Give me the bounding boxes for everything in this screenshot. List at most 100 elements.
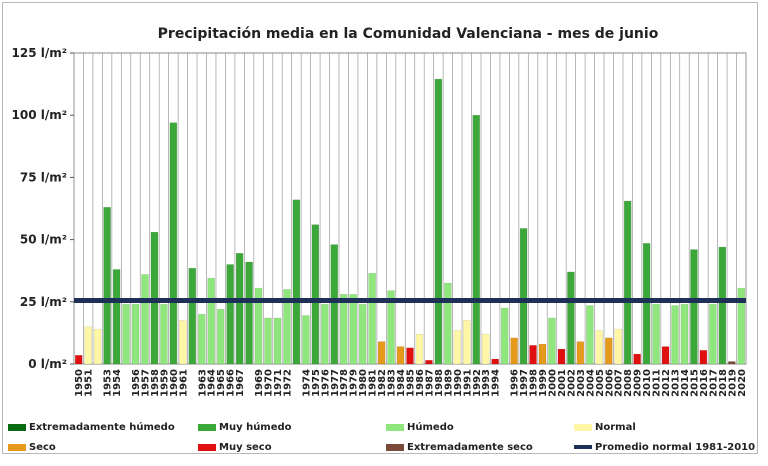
bar-1955 bbox=[122, 304, 130, 365]
x-tick-label: 2006 bbox=[604, 369, 615, 397]
x-tick-label: 1963 bbox=[197, 369, 208, 397]
x-tick-label: 2016 bbox=[699, 369, 710, 397]
bar-1963 bbox=[198, 313, 206, 365]
x-tick-label: 1964 bbox=[207, 369, 218, 397]
bar-1979 bbox=[349, 294, 357, 365]
x-tick-label: 2005 bbox=[595, 369, 606, 397]
x-tick-label: 1985 bbox=[406, 369, 417, 397]
bar-2015 bbox=[690, 249, 698, 365]
bar-1990 bbox=[453, 330, 462, 365]
bar-1989 bbox=[444, 282, 452, 365]
x-tick-label: 1991 bbox=[462, 369, 473, 397]
bar-1978 bbox=[339, 294, 348, 365]
bar-1994 bbox=[491, 358, 499, 365]
legend-swatch bbox=[386, 423, 404, 431]
bar-2005 bbox=[595, 330, 604, 365]
x-tick-label: 2002 bbox=[566, 369, 577, 397]
chart-frame bbox=[2, 2, 758, 454]
bar-1953 bbox=[103, 207, 111, 365]
x-tick-label: 2004 bbox=[585, 369, 596, 397]
x-tick-label: 1959 bbox=[159, 369, 170, 397]
bar-1992 bbox=[472, 114, 481, 365]
x-tick-label: 1994 bbox=[491, 369, 502, 397]
bar-1986 bbox=[415, 333, 424, 365]
legend-swatch bbox=[574, 423, 592, 431]
x-tick-label: 2012 bbox=[661, 369, 672, 397]
legend-item-extremadamente-humedo: Extremadamente húmedo bbox=[8, 420, 175, 434]
legend-item-promedio: Promedio normal 1981-2010 bbox=[574, 440, 755, 454]
x-tick-label: 1957 bbox=[140, 369, 151, 397]
legend-label: Normal bbox=[595, 421, 636, 433]
x-tick-label: 1998 bbox=[529, 369, 540, 397]
legend-swatch bbox=[198, 443, 216, 451]
x-tick-label: 1993 bbox=[481, 369, 492, 397]
bar-2019 bbox=[728, 361, 736, 365]
bar-1977 bbox=[330, 244, 339, 365]
bar-2016 bbox=[699, 350, 708, 365]
bar-1951 bbox=[84, 326, 92, 365]
x-tick-label: 1974 bbox=[301, 369, 312, 397]
y-tick-label: 100 l/m² bbox=[12, 108, 67, 122]
bar-2020 bbox=[737, 287, 746, 365]
bar-1995 bbox=[500, 307, 509, 365]
x-tick-label: 1972 bbox=[282, 369, 293, 397]
chart-title: Precipitación media en la Comunidad Vale… bbox=[158, 26, 659, 42]
bar-1950 bbox=[74, 355, 83, 365]
bar-1966 bbox=[226, 264, 234, 365]
x-tick-label: 2014 bbox=[680, 369, 691, 397]
bar-2008 bbox=[623, 200, 632, 365]
x-tick-label: 2007 bbox=[614, 369, 625, 397]
x-tick-label: 1950 bbox=[74, 369, 85, 397]
x-tick-label: 1990 bbox=[453, 369, 464, 397]
bar-2000 bbox=[548, 317, 556, 365]
bar-1959 bbox=[160, 304, 168, 365]
bar-1985 bbox=[406, 347, 414, 365]
x-tick-label: 1989 bbox=[443, 369, 454, 397]
y-tick-label: 50 l/m² bbox=[20, 233, 67, 247]
bar-2017 bbox=[709, 304, 717, 365]
legend-item-muy-humedo: Muy húmedo bbox=[198, 420, 292, 434]
bar-2006 bbox=[605, 337, 613, 365]
bar-1975 bbox=[311, 224, 320, 365]
bar-1998 bbox=[529, 345, 537, 365]
x-tick-label: 2013 bbox=[671, 369, 682, 397]
x-tick-label: 1967 bbox=[235, 369, 246, 397]
bar-1964 bbox=[207, 277, 215, 365]
y-tick-label: 75 l/m² bbox=[20, 170, 67, 184]
bar-2004 bbox=[586, 305, 594, 365]
bar-1980 bbox=[358, 304, 367, 365]
x-tick-label: 2011 bbox=[652, 369, 663, 397]
plot-background bbox=[73, 52, 747, 365]
x-tick-label: 2018 bbox=[718, 369, 729, 397]
legend-swatch bbox=[386, 443, 404, 451]
legend-item-extremadamente-seco: Extremadamente seco bbox=[386, 440, 533, 454]
legend-label: Extremadamente seco bbox=[407, 441, 533, 453]
x-tick-label: 2010 bbox=[642, 369, 653, 397]
x-tick-label: 2019 bbox=[727, 369, 738, 397]
bar-1999 bbox=[538, 343, 547, 365]
bar-1983 bbox=[387, 290, 395, 365]
x-tick-label: 1969 bbox=[254, 369, 265, 397]
bar-2012 bbox=[661, 346, 670, 365]
x-tick-label: 2000 bbox=[547, 369, 558, 397]
bar-2018 bbox=[718, 246, 727, 365]
bar-1982 bbox=[377, 341, 386, 365]
bar-1988 bbox=[434, 78, 443, 365]
x-tick-label: 1970 bbox=[264, 369, 275, 397]
x-tick-label: 1980 bbox=[358, 369, 369, 397]
bar-1972 bbox=[283, 289, 291, 365]
x-tick-label: 1996 bbox=[510, 369, 521, 397]
bar-2001 bbox=[557, 348, 566, 365]
x-tick-label: 1961 bbox=[178, 369, 189, 397]
x-tick-label: 2001 bbox=[557, 369, 568, 397]
legend-label: Muy húmedo bbox=[219, 421, 292, 433]
x-tick-label: 2017 bbox=[708, 369, 719, 397]
legend-label: Muy seco bbox=[219, 441, 272, 453]
legend-swatch bbox=[8, 423, 26, 431]
legend-label: Extremadamente húmedo bbox=[29, 421, 175, 433]
x-tick-label: 1979 bbox=[349, 369, 360, 397]
x-tick-label: 1999 bbox=[538, 369, 549, 397]
bar-1956 bbox=[131, 304, 140, 365]
bar-2009 bbox=[633, 353, 641, 365]
